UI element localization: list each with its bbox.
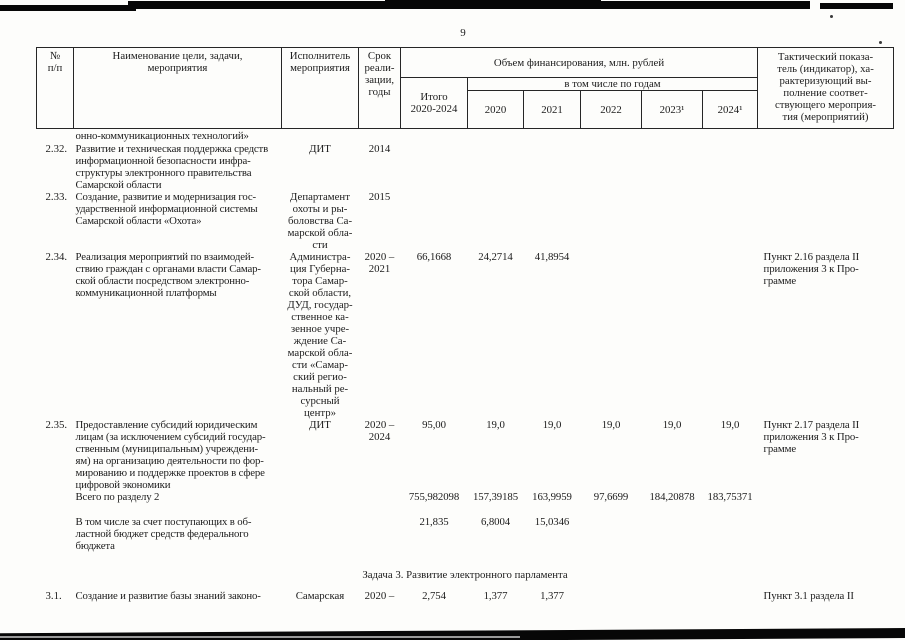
cell-2020: 157,39185	[473, 490, 518, 503]
cell-2020: 6,8004	[480, 515, 511, 528]
cell-indicator: Пункт 2.16 раздела II приложения 3 к Про…	[763, 250, 860, 287]
cell-name: онно-коммуникационных технологий»	[75, 130, 249, 142]
header-year-2021: 2021	[523, 90, 581, 129]
scan-artifact-bottom-bar	[0, 628, 905, 640]
scan-artifact-top-bar	[385, 0, 601, 9]
header-col-number: № п/п	[36, 47, 74, 129]
table-row-continuation: онно-коммуникационных технологий»	[37, 129, 894, 143]
cell-indicator: Пункт 2.17 раздела II приложения 3 к Про…	[763, 418, 860, 455]
header-year-2020: 2020	[467, 90, 524, 129]
cell-name: Реализация мероприятий по взаимодей- ств…	[75, 250, 262, 299]
cell-executor: Администра- ция Губерна- тора Самар- ско…	[287, 250, 353, 419]
header-col-term: Срок реали- зации, годы	[358, 47, 401, 129]
cell-executor: ДИТ	[309, 142, 331, 155]
cell-2020: 19,0	[486, 418, 505, 431]
cell-name: Развитие и техническая поддержка средств…	[75, 142, 269, 191]
cell-2020: 1,377	[483, 589, 508, 602]
scan-artifact-top-bar	[820, 3, 893, 9]
cell-total: 66,1668	[416, 250, 452, 263]
table-row-federal-budget: В том числе за счет поступающих в об- ла…	[37, 503, 894, 552]
scan-speck	[830, 15, 833, 18]
cell-executor: Департамент охоты и ры- боловства Са- ма…	[287, 190, 353, 251]
section-heading: Задача 3. Развитие электронного парламен…	[362, 568, 568, 581]
scan-speck	[879, 41, 882, 44]
cell-total: 95,00	[422, 418, 446, 431]
cell-num: 3.1.	[45, 589, 62, 602]
header-col-name: Наименование цели, задачи, мероприятия	[73, 47, 282, 129]
table-row-2-35: 2.35. Предоставление субсидий юридически…	[37, 419, 894, 491]
financing-table: № п/п Наименование цели, задачи, меропри…	[36, 47, 895, 602]
cell-total: 755,982098	[408, 490, 460, 503]
header-year-2022: 2022	[580, 90, 642, 129]
cell-executor: Самарская	[295, 589, 345, 602]
table-row-2-34: 2.34. Реализация мероприятий по взаимоде…	[37, 251, 894, 419]
header-financing-title: Объем финансирования, млн. рублей	[399, 47, 759, 78]
header-col-indicator: Тактический показа- тель (индикатор), ха…	[757, 47, 895, 129]
table-row-3-1: 3.1. Создание и развитие базы знаний зак…	[37, 590, 894, 602]
scan-artifact-top-bar	[598, 1, 810, 9]
cell-num: 2.32.	[45, 142, 68, 155]
scan-artifact-top-bar	[128, 1, 390, 9]
cell-2021: 1,377	[540, 589, 564, 602]
header-year-2023: 2023¹	[641, 90, 703, 129]
scan-artifact-bottom-fringe	[0, 636, 520, 638]
header-col-executor: Исполнитель мероприятия	[281, 47, 359, 129]
table-row-section-total: Всего по разделу 2 755,982098 157,39185 …	[37, 491, 894, 503]
cell-2021: 163,9959	[532, 490, 572, 503]
table-row-2-32: 2.32. Развитие и техническая поддержка с…	[37, 143, 894, 191]
cell-2020: 24,2714	[478, 250, 513, 263]
cell-num: 2.35.	[45, 418, 68, 431]
cell-total: 21,835	[419, 515, 449, 528]
header-year-2024: 2024¹	[701, 90, 759, 129]
cell-2024: 19,0	[720, 418, 740, 431]
cell-name: Предоставление субсидий юридическим лица…	[75, 418, 266, 491]
cell-name: Создание, развитие и модернизация гос- у…	[75, 190, 258, 227]
cell-name: Всего по разделу 2	[75, 490, 160, 503]
cell-term: 2020 – 2021	[364, 250, 395, 275]
cell-total: 2,754	[422, 589, 446, 602]
scan-artifact-top-bar	[0, 5, 136, 11]
cell-name: Создание и развитие базы знаний законо-	[75, 589, 261, 602]
page-number: 9	[460, 27, 467, 39]
cell-term: 2015	[368, 190, 391, 203]
cell-2022: 97,6699	[593, 490, 629, 503]
cell-term: 2020 –	[364, 589, 395, 602]
cell-term: 2020 – 2024	[364, 418, 395, 443]
cell-term: 2014	[368, 142, 391, 155]
cell-executor: ДИТ	[309, 418, 331, 431]
cell-2022: 19,0	[601, 418, 621, 431]
cell-indicator: Пункт 3.1 раздела II	[763, 589, 854, 602]
cell-name: В том числе за счет поступающих в об- ла…	[75, 515, 252, 552]
cell-num: 2.34.	[45, 250, 68, 263]
cell-2021: 41,8954	[534, 250, 570, 263]
section-heading-row: Задача 3. Развитие электронного парламен…	[37, 552, 894, 590]
cell-2021: 19,0	[542, 418, 562, 431]
cell-2024: 183,75371	[707, 490, 753, 503]
cell-2021: 15,0346	[534, 515, 570, 528]
cell-2023: 19,0	[662, 418, 682, 431]
header-by-years: в том числе по годам	[466, 77, 759, 91]
header-total: Итого 2020-2024	[400, 77, 468, 129]
table-header: № п/п Наименование цели, задачи, меропри…	[36, 47, 895, 129]
table-row-2-33: 2.33. Создание, развитие и модернизация …	[37, 191, 894, 251]
cell-num: 2.33.	[45, 190, 68, 203]
cell-2023: 184,20878	[649, 490, 695, 503]
